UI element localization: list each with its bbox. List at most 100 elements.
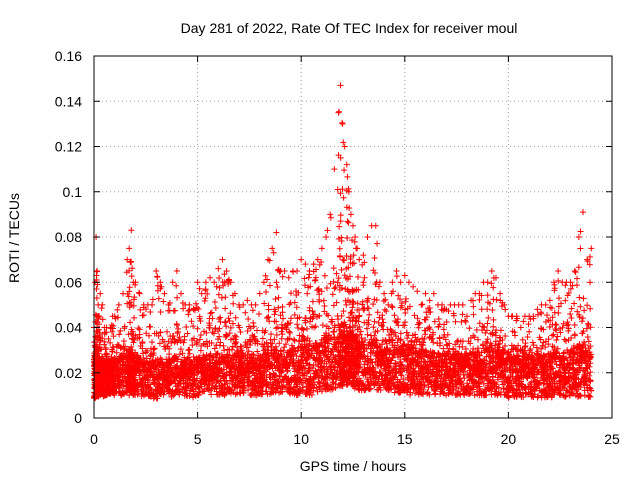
data-point [248, 351, 255, 358]
data-point [231, 384, 238, 391]
data-point [124, 256, 131, 263]
data-point [150, 352, 157, 359]
data-point [484, 320, 491, 327]
data-point [170, 374, 177, 381]
data-point [120, 370, 127, 377]
data-point [414, 288, 421, 295]
data-point [233, 375, 240, 382]
data-point [193, 341, 200, 348]
data-point [340, 194, 347, 201]
data-point [164, 372, 171, 379]
data-point [99, 301, 106, 308]
data-point [117, 327, 124, 334]
data-point [268, 331, 275, 338]
data-point [216, 391, 223, 398]
data-point [105, 335, 112, 342]
data-point [192, 300, 199, 307]
data-point [440, 326, 447, 333]
data-point [194, 279, 201, 286]
data-point [461, 375, 468, 382]
data-point [189, 342, 196, 349]
data-point [146, 332, 153, 339]
data-point [191, 372, 198, 379]
data-point [109, 344, 116, 351]
data-point [153, 267, 160, 274]
data-point [296, 337, 303, 344]
data-point [132, 279, 139, 286]
data-point [236, 356, 243, 363]
data-point [274, 284, 281, 291]
data-point [142, 347, 149, 354]
data-point [150, 358, 157, 365]
data-point [128, 227, 135, 234]
data-point [191, 378, 198, 385]
data-point [338, 266, 345, 273]
data-point [202, 295, 209, 302]
data-point [286, 301, 293, 308]
data-point [393, 273, 400, 280]
data-point [182, 379, 189, 386]
data-point [165, 301, 172, 308]
data-point [149, 371, 156, 378]
data-point [324, 227, 331, 234]
data-point [209, 315, 216, 322]
data-point [215, 336, 222, 343]
data-point [158, 356, 165, 363]
data-point [224, 361, 231, 368]
data-point [154, 282, 161, 289]
data-point [136, 290, 143, 297]
data-point [301, 275, 308, 282]
data-point [166, 387, 173, 394]
data-point [258, 391, 265, 398]
data-point [196, 336, 203, 343]
data-point [173, 282, 180, 289]
data-point [237, 328, 244, 335]
data-point [128, 343, 135, 350]
data-point [149, 296, 156, 303]
data-point [459, 301, 466, 308]
data-point [130, 296, 137, 303]
data-point [120, 338, 127, 345]
data-point [114, 341, 121, 348]
data-point [187, 387, 194, 394]
data-point [246, 373, 253, 380]
data-point [232, 340, 239, 347]
data-point [250, 334, 257, 341]
data-point [252, 375, 259, 382]
data-point [208, 309, 215, 316]
data-point [337, 218, 344, 225]
data-point [275, 294, 282, 301]
data-point [157, 308, 164, 315]
data-point [109, 328, 116, 335]
data-point [215, 291, 222, 298]
data-point [221, 279, 228, 286]
data-point [216, 274, 223, 281]
data-point [485, 314, 492, 321]
data-point [223, 323, 230, 330]
data-point [166, 345, 173, 352]
data-point [195, 305, 202, 312]
data-point [250, 319, 257, 326]
data-point [96, 321, 103, 328]
data-point [120, 391, 127, 398]
data-point [366, 311, 373, 318]
data-point [397, 279, 404, 286]
data-point [208, 340, 215, 347]
data-point [195, 384, 202, 391]
data-point [207, 310, 214, 317]
data-point [331, 166, 338, 173]
data-point [331, 328, 338, 335]
data-point [337, 253, 344, 260]
data-point [244, 379, 251, 386]
data-point [186, 301, 193, 308]
data-point [218, 294, 225, 301]
data-point [206, 324, 213, 331]
data-point [190, 335, 197, 342]
data-point [128, 273, 135, 280]
data-point [237, 367, 244, 374]
data-point [121, 323, 128, 330]
data-point [288, 315, 295, 322]
data-point [179, 350, 186, 357]
data-point [154, 395, 161, 402]
